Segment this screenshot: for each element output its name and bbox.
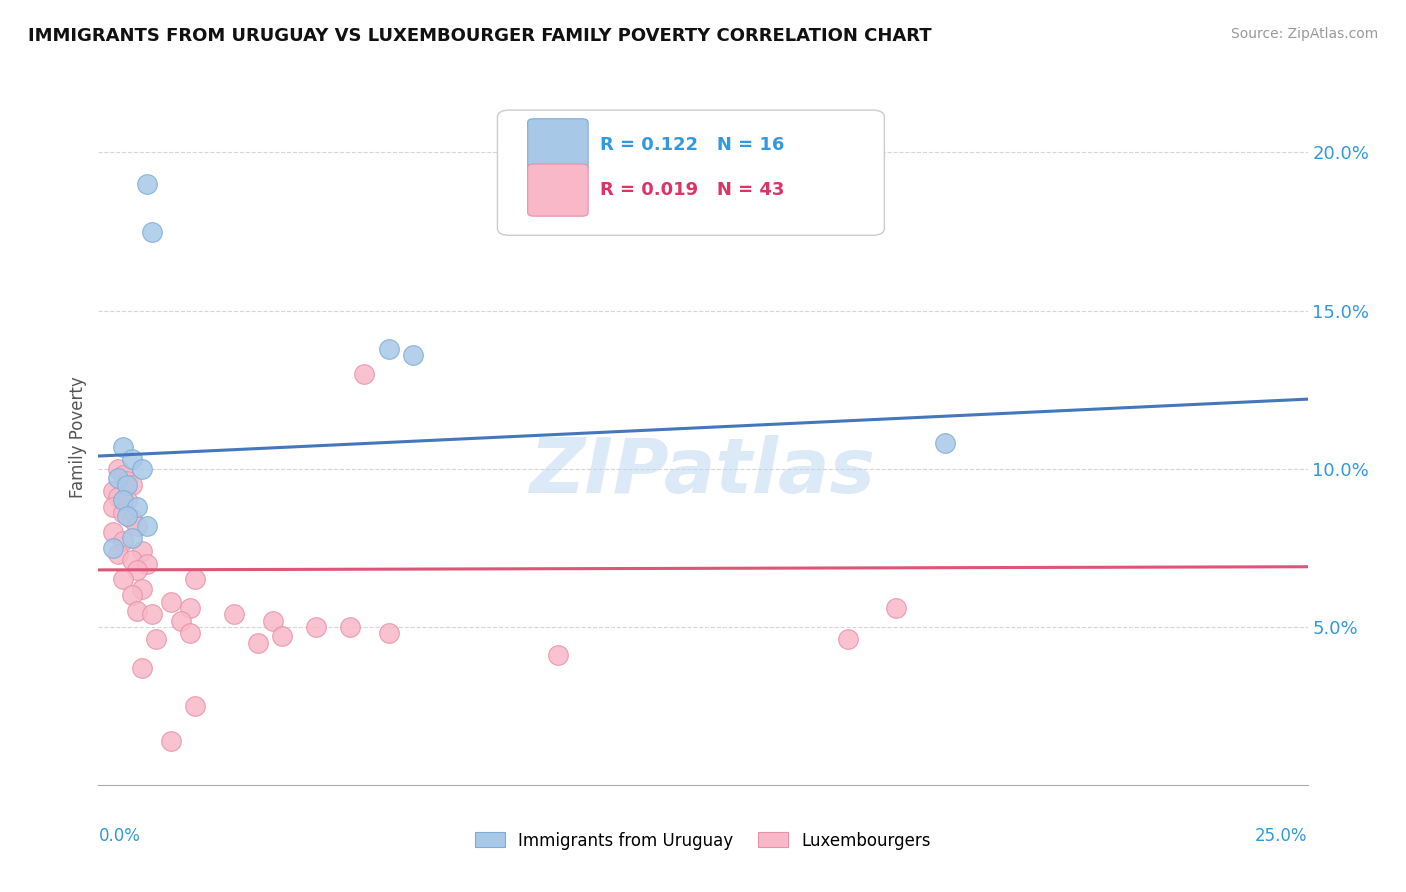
FancyBboxPatch shape — [527, 119, 588, 171]
Point — [101, 541, 124, 555]
Point — [135, 557, 157, 571]
Point — [131, 661, 153, 675]
Text: Source: ZipAtlas.com: Source: ZipAtlas.com — [1230, 27, 1378, 41]
Point — [111, 534, 134, 549]
Point — [127, 604, 149, 618]
Point — [121, 553, 143, 567]
Point — [160, 733, 183, 747]
Text: R = 0.019   N = 43: R = 0.019 N = 43 — [600, 181, 785, 199]
Legend: Immigrants from Uruguay, Luxembourgers: Immigrants from Uruguay, Luxembourgers — [475, 831, 931, 849]
Point — [101, 500, 124, 514]
Point — [135, 177, 157, 191]
Text: ZIPatlas: ZIPatlas — [530, 435, 876, 508]
Point — [107, 471, 129, 485]
Point — [117, 509, 139, 524]
Point — [934, 436, 956, 450]
Point — [131, 544, 153, 558]
Point — [131, 461, 153, 475]
Point — [145, 632, 167, 647]
Point — [121, 452, 143, 467]
Text: 25.0%: 25.0% — [1256, 827, 1308, 845]
Point — [127, 500, 149, 514]
Point — [837, 632, 859, 647]
Point — [179, 626, 201, 640]
Point — [184, 573, 207, 587]
Point — [886, 600, 908, 615]
FancyBboxPatch shape — [527, 164, 588, 216]
Point — [107, 547, 129, 561]
Point — [101, 483, 124, 498]
Point — [135, 518, 157, 533]
Point — [101, 524, 124, 539]
Point — [377, 342, 399, 356]
Point — [131, 582, 153, 596]
Point — [127, 563, 149, 577]
Point — [160, 594, 183, 608]
Point — [222, 607, 245, 622]
Point — [121, 512, 143, 526]
Point — [262, 614, 284, 628]
Point — [141, 225, 163, 239]
Point — [121, 531, 143, 545]
Point — [179, 600, 201, 615]
Text: R = 0.122   N = 16: R = 0.122 N = 16 — [600, 136, 785, 153]
Text: 0.0%: 0.0% — [98, 827, 141, 845]
FancyBboxPatch shape — [498, 110, 884, 235]
Point — [127, 518, 149, 533]
Point — [107, 461, 129, 475]
Point — [184, 698, 207, 713]
Point — [377, 626, 399, 640]
Point — [547, 648, 569, 663]
Point — [111, 573, 134, 587]
Point — [305, 620, 328, 634]
Point — [247, 635, 270, 649]
Point — [111, 468, 134, 483]
Point — [111, 506, 134, 520]
Y-axis label: Family Poverty: Family Poverty — [69, 376, 87, 498]
Point — [339, 620, 361, 634]
Point — [117, 493, 139, 508]
Point — [117, 475, 139, 489]
Point — [111, 440, 134, 454]
Point — [271, 629, 294, 643]
Point — [107, 490, 129, 504]
Point — [141, 607, 163, 622]
Point — [117, 477, 139, 491]
Point — [121, 588, 143, 602]
Point — [402, 348, 425, 362]
Text: IMMIGRANTS FROM URUGUAY VS LUXEMBOURGER FAMILY POVERTY CORRELATION CHART: IMMIGRANTS FROM URUGUAY VS LUXEMBOURGER … — [28, 27, 932, 45]
Point — [169, 614, 191, 628]
Point — [111, 493, 134, 508]
Point — [353, 367, 375, 381]
Point — [121, 477, 143, 491]
